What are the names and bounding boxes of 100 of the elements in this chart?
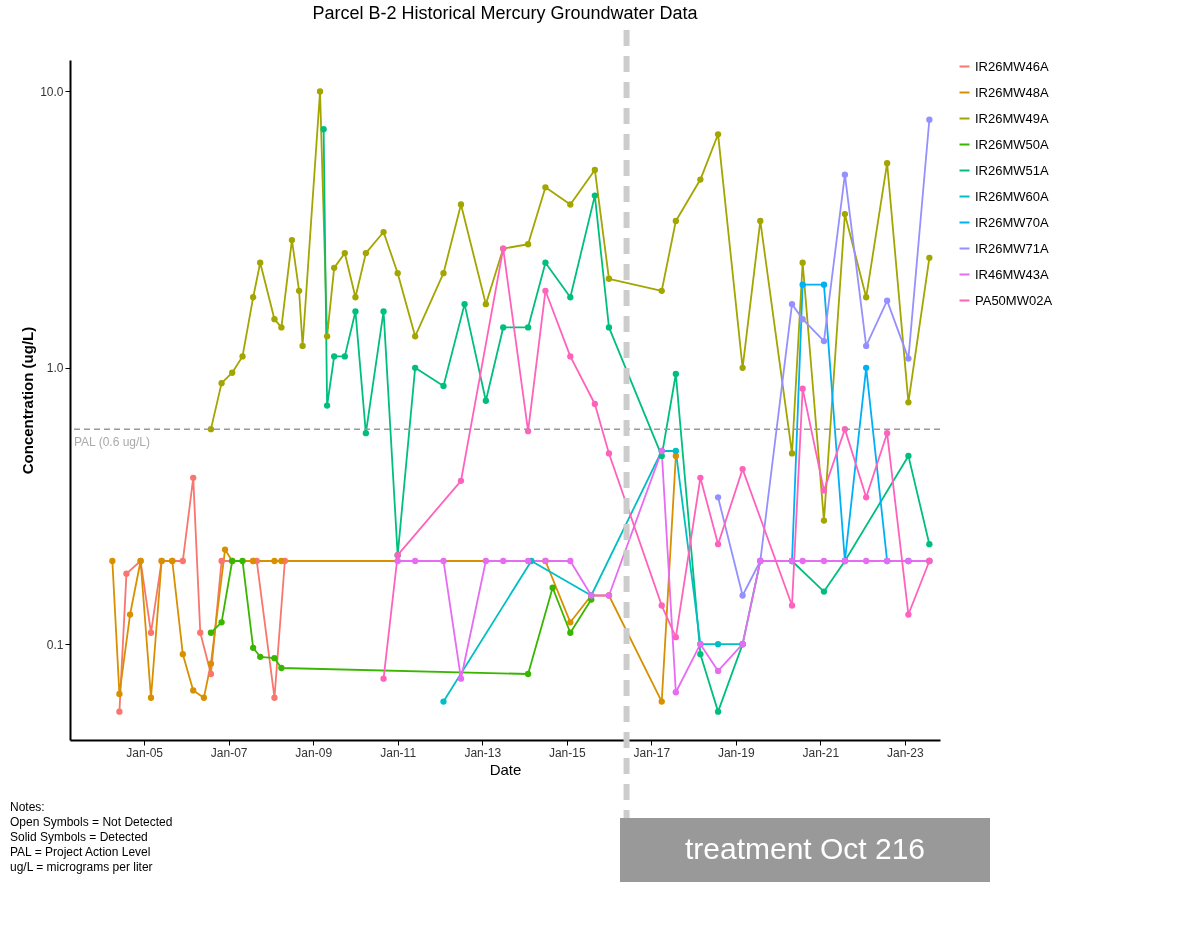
point	[341, 353, 348, 360]
point	[697, 176, 704, 183]
point	[739, 465, 746, 473]
x-tick-label: Jan-13	[464, 745, 502, 760]
point	[542, 259, 549, 266]
point	[591, 192, 599, 199]
point	[500, 324, 507, 331]
point	[567, 201, 574, 208]
ref-line-label: PAL (0.6 ug/L)	[74, 435, 151, 450]
point	[250, 644, 257, 651]
point	[394, 557, 401, 565]
x-tick-label: Jan-17	[633, 745, 671, 760]
point	[524, 557, 532, 565]
point	[788, 300, 796, 308]
point	[116, 708, 123, 715]
point	[542, 287, 549, 294]
point	[658, 602, 665, 609]
point	[714, 667, 722, 675]
point	[739, 592, 746, 599]
legend-label: IR26MW71A	[975, 240, 1050, 256]
point	[672, 447, 679, 455]
point	[461, 300, 468, 308]
text: Notes:	[10, 800, 45, 814]
point	[788, 602, 796, 609]
point	[271, 557, 278, 565]
x-tick-label: Jan-15	[548, 745, 586, 760]
point	[863, 294, 870, 301]
point	[380, 228, 387, 236]
y-axis-title: Concentration (ug/L)	[19, 326, 37, 475]
point	[239, 557, 246, 565]
text: ug/L = micrograms per liter	[10, 860, 153, 874]
legend-label: IR26MW60A	[975, 188, 1050, 204]
point	[863, 494, 870, 501]
point	[380, 675, 387, 682]
point	[905, 611, 912, 618]
chart-title: Parcel B-2 Historical Mercury Groundwater Data	[312, 3, 699, 23]
point	[179, 651, 186, 658]
x-tick-label: Jan-11	[380, 745, 417, 760]
point	[323, 333, 331, 340]
point	[218, 557, 225, 565]
point	[278, 557, 285, 565]
point	[591, 400, 599, 408]
legend-label: PA50MW02A	[975, 292, 1053, 308]
point	[109, 557, 116, 565]
point	[482, 397, 490, 404]
point	[757, 217, 764, 225]
legend-label: IR46MW43A	[975, 266, 1050, 282]
point	[190, 474, 197, 481]
point	[841, 210, 849, 218]
point	[567, 294, 574, 301]
point	[218, 619, 225, 626]
point	[257, 259, 264, 266]
point	[271, 655, 278, 662]
point	[362, 250, 370, 257]
point	[567, 353, 574, 360]
point	[250, 294, 257, 301]
point	[605, 324, 613, 331]
point	[288, 236, 296, 244]
point	[820, 557, 828, 565]
point	[271, 694, 278, 701]
point	[457, 477, 465, 484]
point	[440, 270, 447, 277]
legend-label: IR26MW49A	[975, 110, 1050, 126]
text: PAL = Project Action Level	[10, 845, 151, 859]
x-tick-label: Jan-09	[295, 745, 333, 760]
point	[714, 494, 722, 501]
point	[316, 88, 324, 95]
point	[714, 541, 722, 548]
point	[820, 588, 828, 595]
x-tick-label: Jan-07	[210, 745, 248, 760]
point	[883, 297, 891, 304]
point	[123, 570, 130, 577]
x-tick-label: Jan-23	[886, 745, 924, 760]
point	[323, 402, 331, 409]
point	[905, 355, 912, 362]
point	[500, 557, 507, 565]
point	[524, 670, 532, 678]
point	[820, 337, 828, 345]
legend-label: IR26MW48A	[975, 84, 1050, 100]
legend-label: IR26MW46A	[975, 58, 1050, 74]
point	[863, 342, 870, 350]
point	[926, 541, 933, 548]
point	[411, 364, 419, 371]
point	[883, 160, 891, 167]
point	[440, 698, 447, 705]
point	[278, 664, 285, 672]
point	[549, 584, 556, 591]
y-tick-label: 0.1	[46, 637, 64, 652]
point	[863, 557, 870, 565]
legend-label: IR26MW51A	[975, 162, 1050, 178]
point	[207, 660, 215, 667]
point	[605, 275, 613, 282]
point	[457, 201, 465, 208]
point	[672, 452, 679, 460]
point	[362, 430, 370, 437]
x-axis-title: Date	[489, 760, 522, 778]
point	[799, 281, 806, 288]
x-tick-label: Jan-19	[717, 745, 755, 760]
point	[207, 670, 215, 678]
point	[190, 687, 197, 694]
